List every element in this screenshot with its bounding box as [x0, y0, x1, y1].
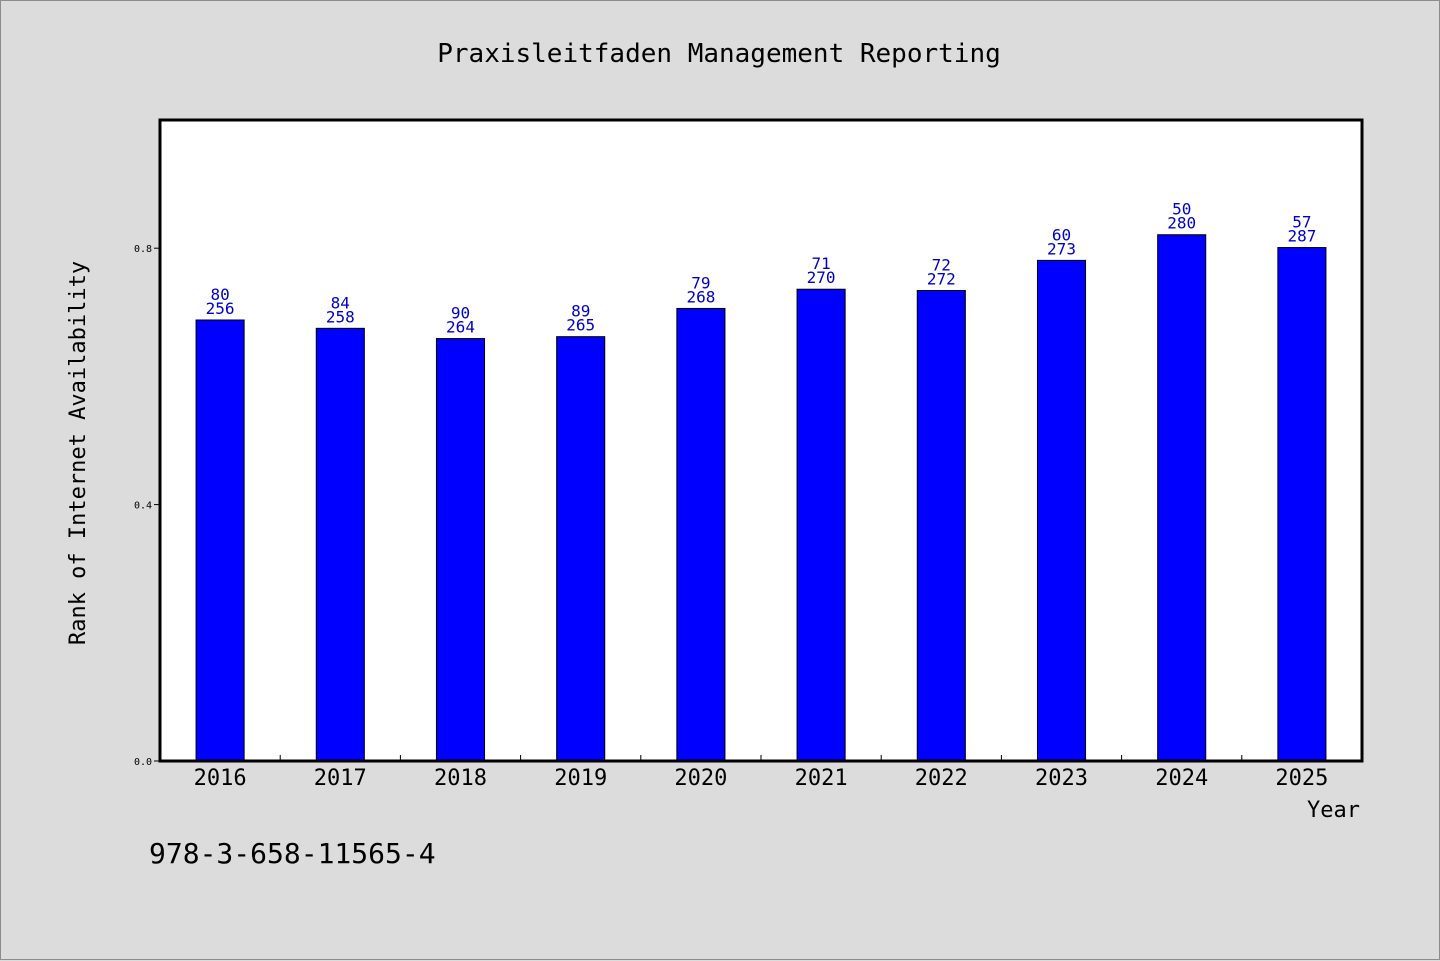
- bar: [676, 307, 726, 762]
- x-tick-label: 2023: [1035, 766, 1088, 791]
- bar-label-bottom: 268: [686, 287, 715, 306]
- bar: [796, 288, 846, 762]
- x-tick-label: 2021: [795, 766, 848, 791]
- bar-label-top: 90: [451, 304, 470, 323]
- bar: [1157, 234, 1207, 762]
- x-tick-label: 2020: [674, 766, 727, 791]
- bar-label-top: 84: [331, 293, 350, 312]
- bar-label-bottom: 265: [566, 316, 595, 335]
- bar-label-bottom: 264: [446, 318, 475, 337]
- bar-label-bottom: 272: [927, 270, 956, 289]
- bar: [916, 290, 966, 762]
- bar-label-top: 80: [210, 285, 229, 304]
- bar: [195, 319, 245, 762]
- bar-label-bottom: 270: [807, 268, 836, 287]
- bar-label-top: 89: [571, 302, 590, 321]
- x-tick-label: 2017: [314, 766, 367, 791]
- x-axis-label: Year: [1307, 798, 1360, 823]
- bar-label-bottom: 280: [1167, 214, 1196, 233]
- bar-label-top: 71: [811, 254, 830, 273]
- y-tick-label: 0.8: [134, 244, 152, 255]
- x-tick-label: 2025: [1275, 766, 1328, 791]
- y-axis-label: Rank of Internet Availability: [66, 261, 91, 645]
- bar: [1036, 259, 1087, 762]
- bar: [315, 327, 365, 762]
- x-tick-label: 2019: [554, 766, 607, 791]
- isbn-text: 978-3-658-11565-4: [149, 837, 436, 870]
- bar-label-top: 50: [1172, 200, 1191, 219]
- bar-label-bottom: 258: [326, 307, 355, 326]
- bar: [556, 336, 606, 762]
- chart-title: Praxisleitfaden Management Reporting: [437, 39, 1001, 69]
- bar-label-top: 79: [691, 273, 710, 292]
- bar-label-bottom: 256: [206, 299, 235, 318]
- x-tick-label: 2024: [1155, 766, 1208, 791]
- x-tick-label: 2018: [434, 766, 487, 791]
- y-tick-label: 0.4: [134, 501, 152, 512]
- x-tick-label: 2022: [915, 766, 968, 791]
- bar-label-bottom: 287: [1287, 227, 1316, 246]
- plot-border: [158, 118, 1364, 763]
- bar-label-top: 72: [932, 256, 951, 275]
- bar-label-bottom: 273: [1047, 239, 1076, 258]
- y-tick-label: 0.0: [134, 757, 152, 768]
- bar: [435, 338, 486, 762]
- x-tick-label: 2016: [194, 766, 247, 791]
- bar-label-top: 57: [1292, 213, 1311, 232]
- bar: [1277, 247, 1327, 762]
- bar-label-top: 60: [1052, 225, 1071, 244]
